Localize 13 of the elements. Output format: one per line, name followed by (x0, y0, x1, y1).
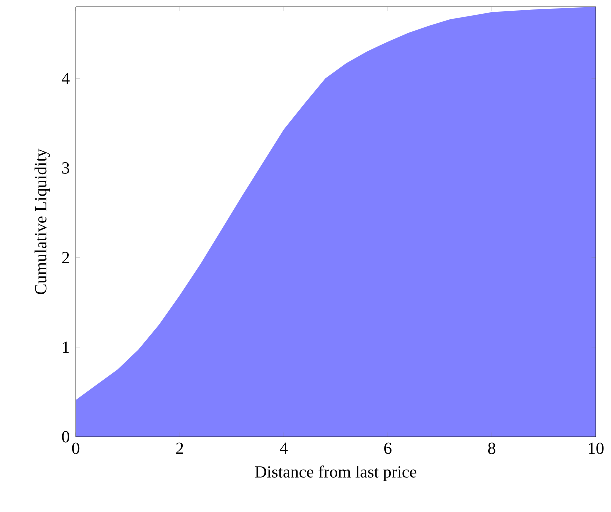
x-tick-label: 0 (72, 442, 80, 454)
y-tick-label: 4 (62, 73, 70, 84)
y-tick-label: 0 (62, 431, 70, 443)
x-tick-label: 6 (384, 442, 392, 454)
y-tick-label: 1 (63, 342, 70, 354)
x-tick-label: 2 (176, 442, 184, 454)
x-axis-title: Distance from last price (255, 466, 417, 482)
x-tick-label: 4 (280, 442, 288, 454)
y-tick-label: 3 (62, 162, 70, 174)
y-tick-label: 2 (62, 252, 70, 264)
y-axis-title: Cumulative Liquidity (34, 148, 50, 294)
x-tick-label: 10 (589, 442, 604, 454)
x-tick-label: 8 (488, 442, 496, 454)
